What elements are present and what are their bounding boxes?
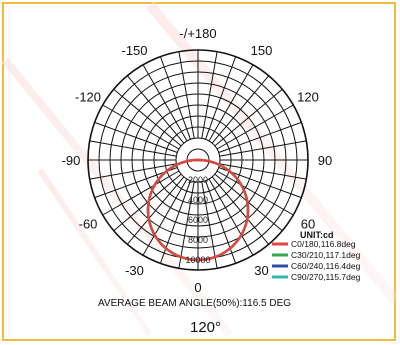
chart-frame <box>2 2 396 341</box>
grid-spoke <box>219 163 307 180</box>
series-curve <box>146 158 250 262</box>
grid-spoke <box>102 104 180 150</box>
legend-entry: C90/270,115.7deg <box>291 272 361 282</box>
grid-spoke <box>216 170 294 216</box>
grid-spoke <box>205 56 237 140</box>
grid-spoke <box>126 75 185 144</box>
angle-label: 60 <box>301 217 315 232</box>
angle-label: -150 <box>121 43 147 58</box>
grid-spoke <box>178 181 195 269</box>
average-beam-angle-text: AVERAGE BEAM ANGLE(50%):116.5 DEG <box>98 298 291 309</box>
grid-spoke <box>159 56 191 140</box>
grid-spoke <box>94 121 178 153</box>
radial-tick-label: 2000 <box>188 175 208 185</box>
angle-label: -60 <box>79 217 98 232</box>
angle-label: -30 <box>125 263 144 278</box>
grid-spoke <box>205 180 237 264</box>
grid-spoke <box>178 51 195 139</box>
distribution-curves <box>146 158 250 262</box>
grid-spoke <box>218 121 302 153</box>
grid-spoke <box>113 88 182 147</box>
angle-label: -120 <box>75 90 101 105</box>
grid-spoke <box>159 180 191 264</box>
grid-spoke <box>216 104 294 150</box>
angle-label: 150 <box>251 43 273 58</box>
radial-tick-label: 8000 <box>188 235 208 245</box>
grid-spoke <box>208 64 254 142</box>
angle-label: 90 <box>318 153 332 168</box>
beam-angle-big-text: 120° <box>190 319 221 336</box>
grid-spoke <box>142 64 188 142</box>
grid-spoke <box>142 178 188 256</box>
grid-spoke <box>126 176 185 245</box>
watermark-lines <box>1 1 399 338</box>
unit-label: UNIT:cd <box>300 230 334 240</box>
grid-spoke <box>89 163 177 180</box>
angle-label: -/+180 <box>179 26 216 41</box>
grid-spoke <box>208 178 254 256</box>
radial-tick-label: 6000 <box>188 215 208 225</box>
legend-entry: C60/240,116.4deg <box>291 261 361 271</box>
grid-spoke <box>89 140 177 157</box>
angle-labels: -/+180 150 120 90 60 30 0 -30 -60 -90 -120 -150 <box>62 26 333 295</box>
radial-tick-labels: 2000 4000 6000 8000 10000 <box>185 175 210 265</box>
radial-tick-label: 10000 <box>185 255 210 265</box>
radial-tick-label: 4000 <box>188 195 208 205</box>
polar-grid <box>87 49 309 271</box>
angle-label: 120 <box>297 90 319 105</box>
grid-spoke <box>201 181 218 269</box>
angle-label: 0 <box>194 280 201 295</box>
legend: C0/180,116.8degC30/210,117.1degC60/240,1… <box>272 239 361 282</box>
grid-ring <box>186 148 210 172</box>
grid-spoke <box>219 140 307 157</box>
angle-label: 30 <box>254 263 268 278</box>
grid-spoke <box>214 88 283 147</box>
grid-spoke <box>211 176 270 245</box>
legend-entry: C0/180,116.8deg <box>291 239 356 249</box>
grid-spoke <box>102 170 180 216</box>
grid-spoke <box>211 75 270 144</box>
legend-entry: C30/210,117.1deg <box>291 250 361 260</box>
angle-label: -90 <box>62 153 81 168</box>
grid-spoke <box>201 51 218 139</box>
